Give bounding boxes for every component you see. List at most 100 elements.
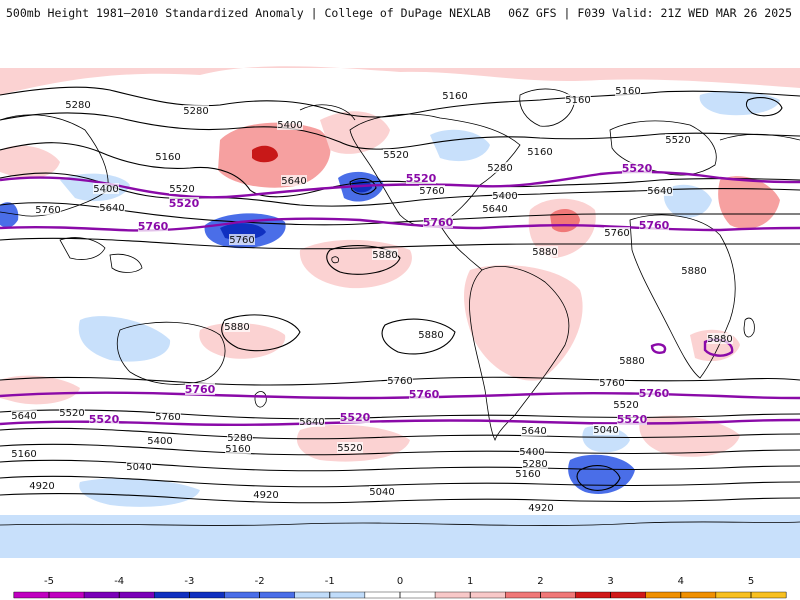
height-label-bg: [527, 146, 553, 157]
south-pacific-positive-anomaly: [199, 322, 286, 359]
height-label-bg: [59, 407, 85, 418]
height-contour-label: 5640: [482, 204, 507, 215]
height-contour-label: 5160: [515, 469, 540, 480]
east-north-negative-anomaly: [699, 90, 780, 116]
height-label-bg: [281, 175, 307, 186]
antarctic-negative-anomaly: [0, 515, 800, 558]
header: 500mb Height 1981–2010 Standardized Anom…: [0, 0, 800, 40]
height-label-bg: [604, 227, 630, 238]
standard-label-bg: [406, 172, 436, 184]
height-contour-label: 5040: [369, 487, 394, 498]
standard-contour-label: 5520: [617, 413, 648, 426]
height-label-bg: [532, 246, 558, 257]
height-contour-label: 5520: [169, 184, 194, 195]
far-west-positive-anomaly: [0, 375, 80, 405]
height-contour-label: 4920: [253, 490, 278, 501]
height-label-bg: [183, 105, 209, 116]
height-label-bg: [229, 234, 255, 245]
height-label-bg: [647, 185, 673, 196]
colorbar-ticks: -5 -4 -3 -2 -1 0 1 2 3 4 5: [44, 576, 754, 598]
height-label-bg: [482, 203, 508, 214]
standard-contour-label: 5520: [89, 413, 120, 426]
height-label-bg: [372, 249, 398, 260]
height-label-bg: [487, 162, 513, 173]
southern-ocean-positive-anomaly-2: [639, 415, 740, 457]
height-label-bg: [65, 99, 91, 110]
height-label-bg: [337, 442, 363, 453]
height-label-bg: [515, 468, 541, 479]
height-contour-label: 5640: [647, 186, 672, 197]
height-label-bg: [277, 119, 303, 130]
height-contour-label: 5640: [11, 411, 36, 422]
arctic-positive-anomaly: [0, 66, 800, 95]
standard-label-bg: [622, 162, 652, 174]
standard-label-bg: [617, 413, 647, 425]
height-contour-label: 5280: [65, 100, 90, 111]
south-america-positive-anomaly: [464, 265, 583, 381]
height-contour-label: 5760: [419, 186, 444, 197]
height-contour-label: 5880: [418, 330, 443, 341]
height-contour-label: 5160: [615, 86, 640, 97]
standard-contour-label: 5520: [169, 197, 200, 210]
height-label-bg: [126, 461, 152, 472]
europe-negative-anomaly: [663, 184, 712, 218]
height-contour-label: 5760: [229, 235, 254, 246]
colorbar-tick-label: 0: [397, 576, 403, 587]
colorbar-tick-label: 1: [467, 576, 473, 587]
height-label-bg: [383, 149, 409, 160]
height-label-bg: [665, 134, 691, 145]
colorbar-tick-label: 4: [678, 576, 684, 587]
height-label-bg: [599, 377, 625, 388]
height-label-bg: [11, 448, 37, 459]
west-southern-negative-anomaly: [79, 478, 200, 507]
height-contour-label: 5880: [224, 322, 249, 333]
standard-contour-label: 5760: [138, 220, 169, 233]
height-contour-label: 5160: [565, 95, 590, 106]
height-label-bg: [93, 183, 119, 194]
standard-label-bg: [639, 219, 669, 231]
height-contour-label: 5160: [225, 444, 250, 455]
height-contour-label: 5880: [681, 266, 706, 277]
height-contour-label: 5400: [147, 436, 172, 447]
standard-contour-label: 5760: [639, 387, 670, 400]
height-contour-label: 5760: [387, 376, 412, 387]
standard-contour-label: 5520: [406, 172, 437, 185]
east-asia-positive-anomaly: [0, 145, 60, 179]
height-contour-label: 5400: [277, 120, 302, 131]
height-label-bg: [155, 151, 181, 162]
height-contour-label: 5520: [613, 400, 638, 411]
standard-contour-label: 5520: [622, 162, 653, 175]
height-contour-label: 4920: [29, 481, 54, 492]
height-label-bg: [299, 416, 325, 427]
standard-contour-label: 5760: [185, 383, 216, 396]
height-label-bg: [147, 435, 173, 446]
standard-contour-label: 5760: [639, 219, 670, 232]
colorbar-tick-label: 3: [607, 576, 613, 587]
colorbar-tick-label: -5: [44, 576, 54, 587]
height-label-bg: [528, 502, 554, 513]
height-label-bg: [419, 185, 445, 196]
height-contour-label: 5760: [155, 412, 180, 423]
height-contour-label: 5760: [604, 228, 629, 239]
height-contour-label: 5160: [11, 449, 36, 460]
colorbar-tick-label: -4: [114, 576, 124, 587]
height-contour-label: 5640: [521, 426, 546, 437]
height-label-bg: [369, 486, 395, 497]
height-label-bg: [387, 375, 413, 386]
model-run-info: 06Z GFS | F039 Valid: 21Z WED MAR 26 202…: [508, 6, 792, 20]
height-contour-label: 5760: [599, 378, 624, 389]
standard-label-bg: [340, 411, 370, 423]
height-contour-label: 5880: [707, 334, 732, 345]
standard-label-bg: [89, 413, 119, 425]
height-contour-label: 5040: [126, 462, 151, 473]
height-contour-label: 5760: [35, 205, 60, 216]
height-label-bg: [155, 411, 181, 422]
colorbar-tick-label: -2: [255, 576, 265, 587]
alaska-positive-anomaly: [320, 111, 390, 154]
colorbar-tick-label: 5: [748, 576, 754, 587]
height-label-bg: [224, 321, 250, 332]
height-label-bg: [418, 329, 444, 340]
height-contour-label: 5880: [619, 356, 644, 367]
height-label-bg: [519, 446, 545, 457]
